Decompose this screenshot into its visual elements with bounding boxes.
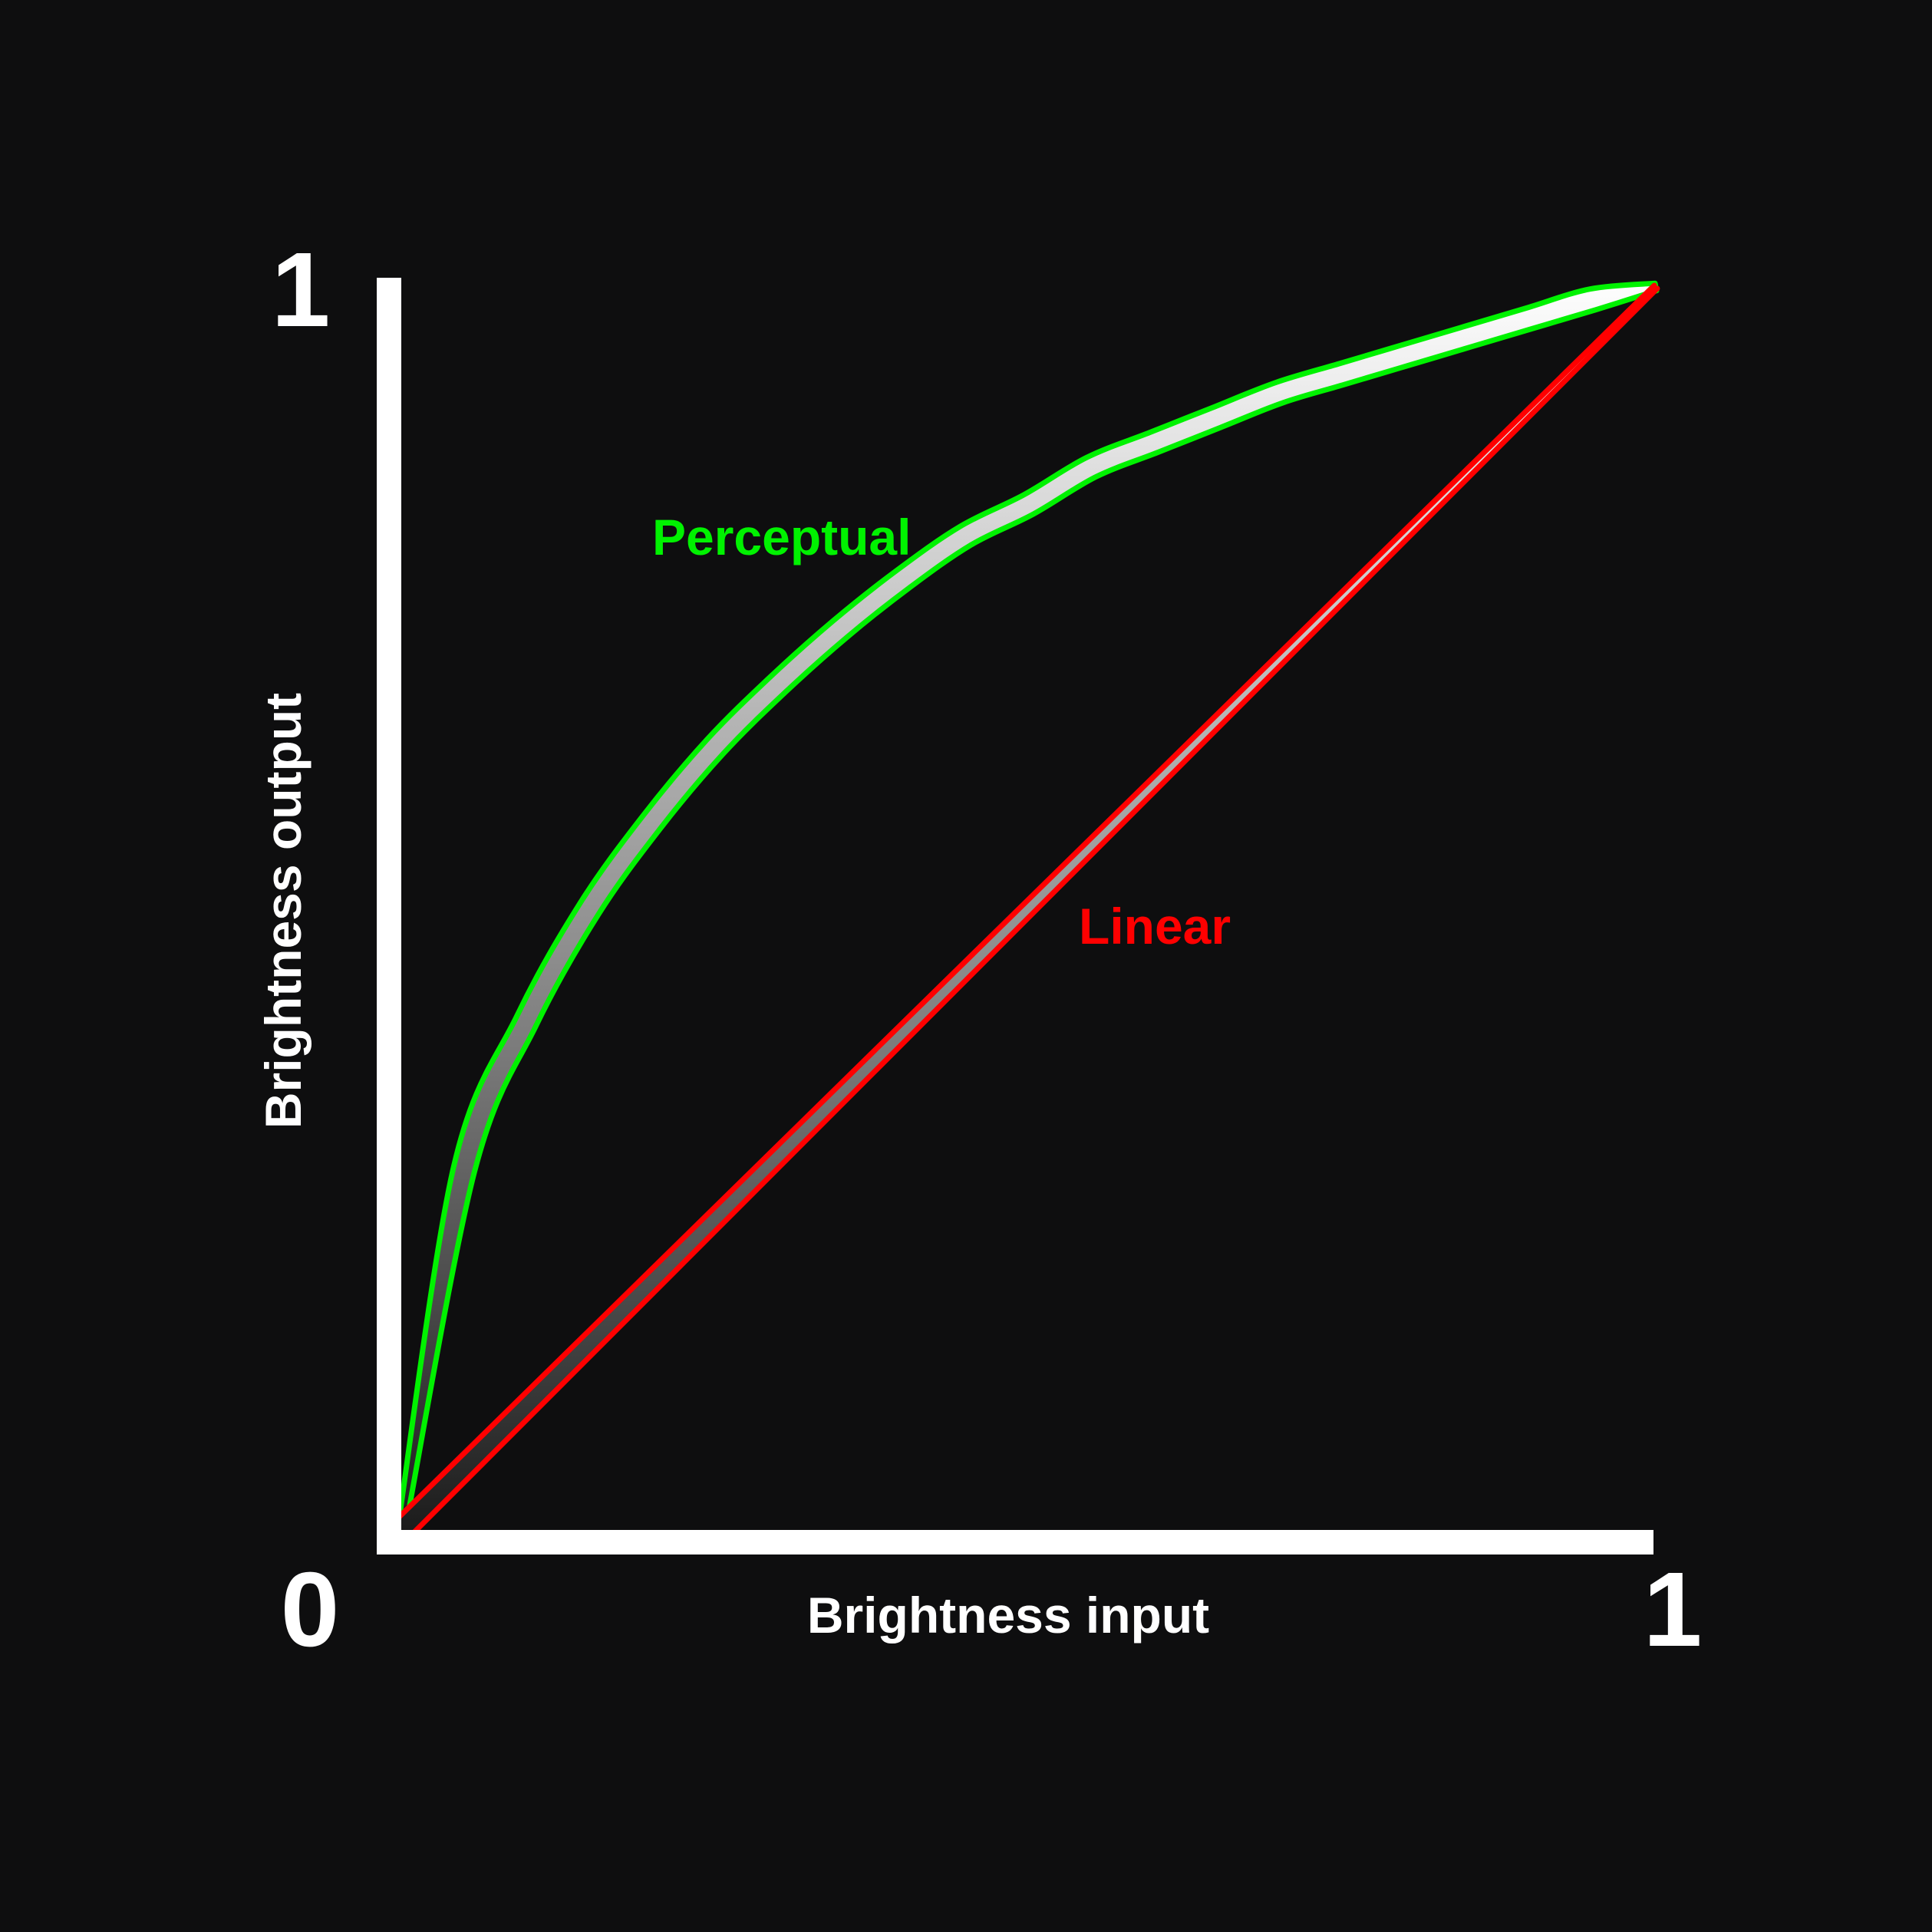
x-max-tick-label: 1: [1644, 1551, 1703, 1669]
series-layer: [391, 280, 1660, 1541]
linear-band-fill: [394, 285, 1657, 1538]
y-axis-line: [377, 278, 401, 1555]
y-max-tick-label: 1: [272, 231, 331, 349]
linear-series-label: Linear: [1079, 898, 1231, 954]
linear-series-line-upper: [391, 282, 1657, 1525]
x-axis-line: [377, 1530, 1653, 1555]
linear-series: [391, 282, 1660, 1541]
linear-series-line-lower: [406, 285, 1660, 1541]
y-axis-label: Brightness output: [255, 693, 312, 1129]
perceptual-series-label: Perceptual: [652, 509, 911, 565]
origin-tick-label: 0: [281, 1551, 340, 1669]
x-axis-label: Brightness input: [807, 1587, 1209, 1644]
